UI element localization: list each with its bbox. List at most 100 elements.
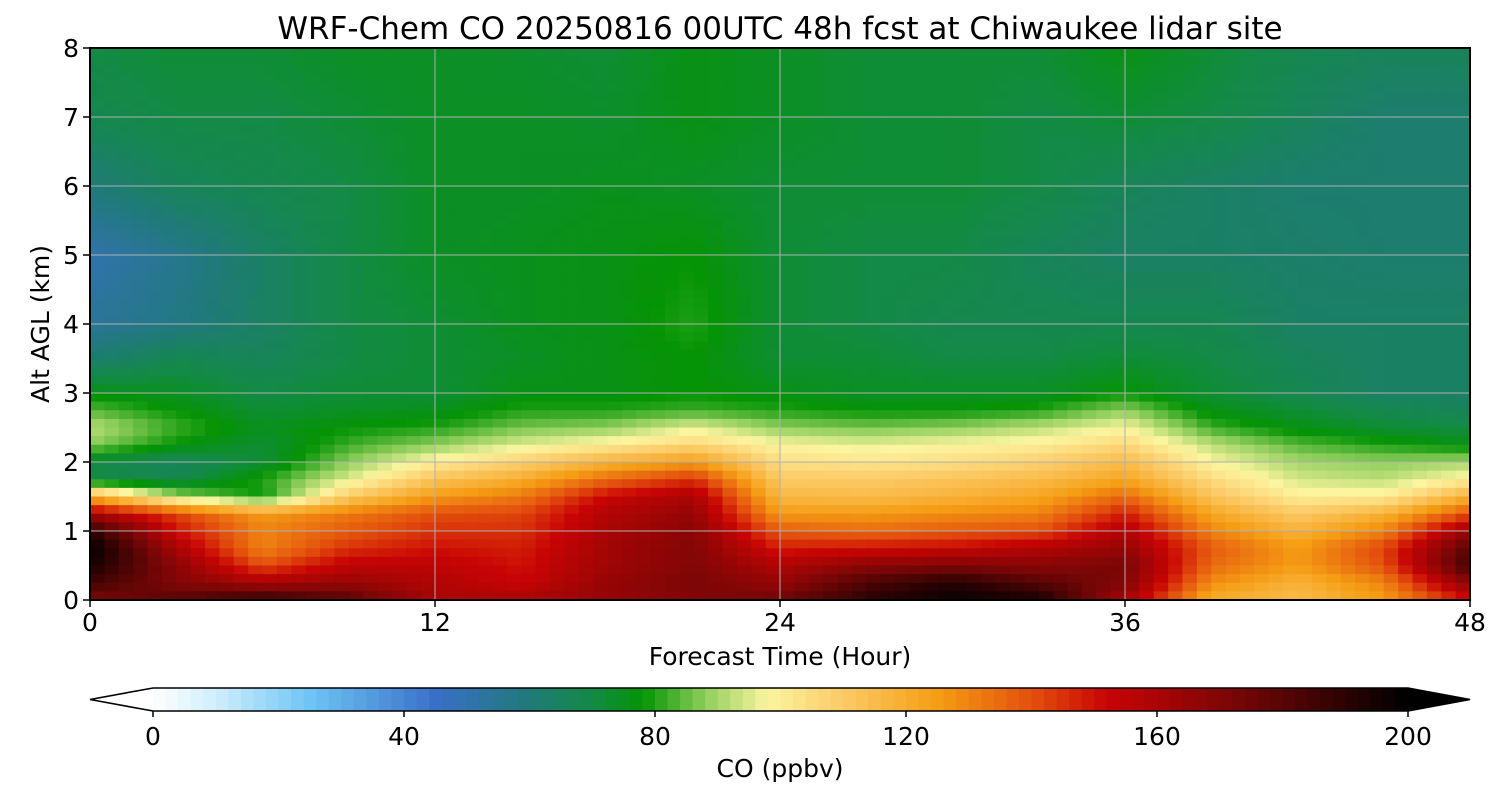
heatmap-cell [693,341,709,351]
heatmap-cell [636,410,652,420]
heatmap-cell [1268,220,1284,230]
heatmap-cell [837,65,853,75]
heatmap-cell [334,341,350,351]
heatmap-cell [1196,324,1212,334]
heatmap-cell [1081,427,1097,437]
heatmap-cell [1297,444,1313,454]
heatmap-cell [233,186,249,196]
heatmap-cell [161,229,177,239]
heatmap-cell [276,410,292,420]
heatmap-cell [248,479,264,489]
heatmap-cell [823,393,839,403]
heatmap-cell [334,280,350,291]
heatmap-cell [1096,168,1112,178]
heatmap-cell [607,99,623,109]
heatmap-cell [751,125,767,135]
heatmap-cell [1110,229,1126,239]
heatmap-cell [650,332,666,342]
heatmap-cell [794,427,810,437]
heatmap-cell [1024,436,1040,446]
heatmap-cell [794,470,810,480]
heatmap-cell [1096,332,1112,342]
heatmap-cell [1326,367,1342,377]
heatmap-cell [794,315,810,325]
heatmap-cell [1383,125,1399,135]
heatmap-cell [808,91,824,101]
heatmap-cell [205,160,220,170]
heatmap-cell [1297,470,1313,480]
heatmap-cell [1067,436,1083,446]
heatmap-cell [1211,462,1227,472]
heatmap-cell [521,462,537,472]
heatmap-cell [205,272,220,282]
heatmap-cell [147,349,163,360]
heatmap-cell [780,401,795,411]
heatmap-cell [1311,168,1327,178]
heatmap-cell [1283,203,1299,213]
heatmap-cell [535,151,551,161]
heatmap-cell [693,306,709,316]
heatmap-cell [506,108,522,118]
heatmap-cell [966,186,982,196]
heatmap-cell [276,341,292,351]
heatmap-cell [1369,375,1385,385]
heatmap-cell [823,315,839,325]
heatmap-cell [104,134,120,144]
heatmap-cell [133,367,149,377]
heatmap-cell [449,246,465,256]
heatmap-cell [1125,108,1140,118]
heatmap-cell [1326,384,1342,394]
heatmap-cell [1311,462,1327,472]
heatmap-cell [1441,186,1457,196]
heatmap-cell [751,263,767,273]
heatmap-cell [1196,65,1212,75]
heatmap-cell [506,418,522,429]
heatmap-cell [1369,436,1385,446]
heatmap-cell [909,91,925,101]
heatmap-cell [305,255,321,265]
heatmap-cell [435,73,450,84]
heatmap-cell [923,108,939,118]
heatmap-cell [708,203,724,213]
heatmap-cell [736,444,752,454]
heatmap-cell [176,108,192,118]
heatmap-cell [780,341,795,351]
heatmap-cell [751,56,767,66]
heatmap-cell [104,358,120,368]
heatmap-cell [348,255,364,265]
heatmap-cell [679,151,695,161]
heatmap-cell [118,306,134,316]
heatmap-cell [1311,117,1327,127]
heatmap-cell [981,349,997,360]
heatmap-cell [636,289,652,299]
heatmap-cell [161,237,177,247]
heatmap-cell [1398,160,1414,170]
heatmap-cell [621,341,637,351]
heatmap-cell [593,263,609,273]
heatmap-cell [693,384,709,394]
heatmap-cell [708,65,724,75]
heatmap-cell [1412,237,1428,247]
heatmap-cell [363,168,379,178]
heatmap-cell [636,470,652,480]
heatmap-cell [1441,134,1457,144]
heatmap-cell [708,367,724,377]
heatmap-cell [1283,479,1299,489]
heatmap-cell [161,453,177,463]
heatmap-cell [1268,444,1284,454]
heatmap-cell [550,349,565,360]
heatmap-cell [377,229,393,239]
heatmap-cell [1211,194,1227,204]
heatmap-cell [377,384,393,394]
heatmap-cell [320,410,335,420]
heatmap-cell [205,462,220,472]
heatmap-cell [1153,358,1169,368]
heatmap-cell [1024,168,1040,178]
heatmap-cell [535,125,551,135]
heatmap-cell [1240,470,1255,480]
heatmap-cell [708,48,724,58]
heatmap-cell [118,134,134,144]
heatmap-cell [895,91,910,101]
heatmap-cell [1268,263,1284,273]
heatmap-cell [708,324,724,334]
